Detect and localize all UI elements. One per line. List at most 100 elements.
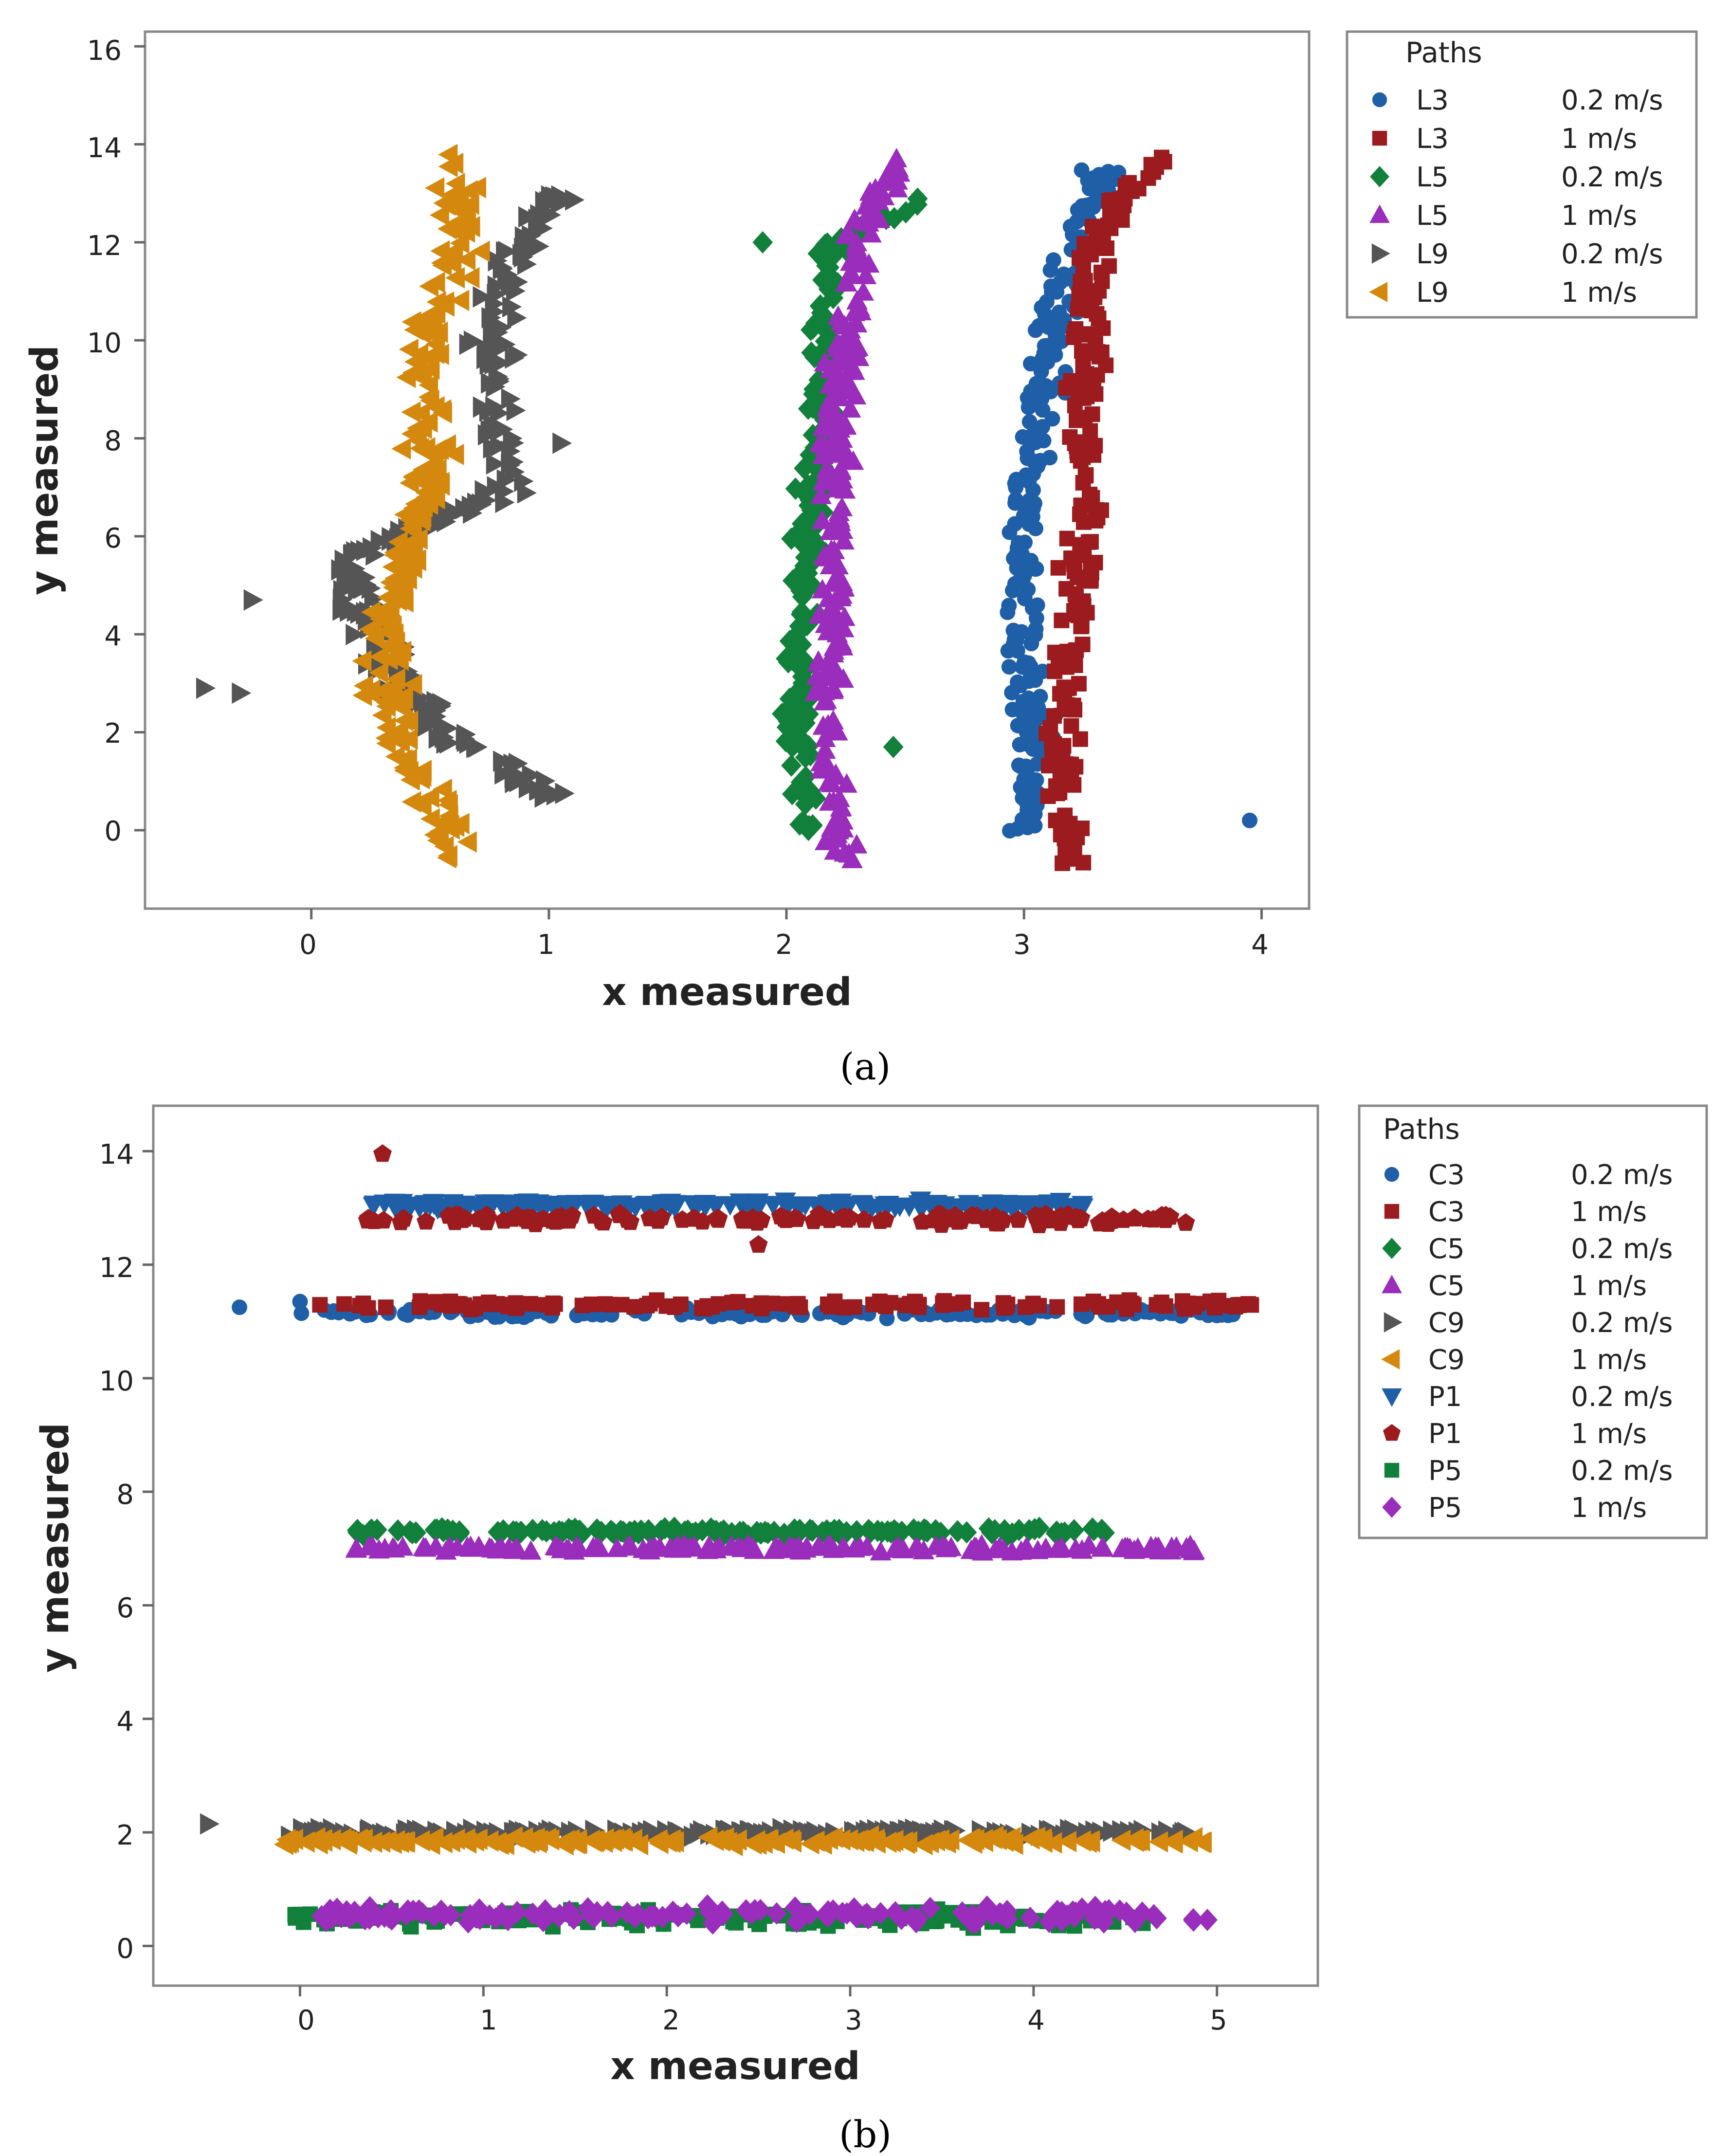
data-point xyxy=(842,264,863,284)
data-point xyxy=(408,792,428,814)
data-point xyxy=(509,770,529,792)
data-point xyxy=(649,1211,668,1229)
data-point xyxy=(402,1522,423,1545)
data-point xyxy=(494,480,514,502)
data-point xyxy=(1015,705,1031,721)
data-point xyxy=(856,206,877,226)
data-point xyxy=(336,569,356,591)
data-point xyxy=(781,754,802,777)
data-point xyxy=(335,557,355,578)
data-point xyxy=(886,147,908,167)
legend-marker xyxy=(1369,282,1388,302)
data-point xyxy=(866,1832,886,1854)
outlier-point xyxy=(552,432,572,454)
data-point xyxy=(392,555,412,577)
data-point xyxy=(730,1294,746,1310)
data-point xyxy=(811,510,833,530)
data-point xyxy=(1049,1299,1065,1315)
data-point xyxy=(288,1910,304,1926)
data-point xyxy=(1078,1535,1100,1554)
data-point xyxy=(507,307,527,329)
chart-panel-b: 0 1 2 3 4 5 0 2 4 6 8 10 12 14 x measure… xyxy=(34,1104,1708,2156)
data-point xyxy=(1127,1537,1149,1557)
data-point xyxy=(508,1295,524,1311)
data-point xyxy=(1157,1298,1173,1314)
data-point xyxy=(969,1197,991,1217)
legend-markers-b xyxy=(1381,1167,1403,1518)
data-point xyxy=(474,1210,493,1228)
data-point xyxy=(993,1198,1015,1218)
data-point xyxy=(606,1537,628,1557)
data-point xyxy=(1019,1519,1039,1542)
data-point xyxy=(1149,1540,1171,1560)
data-point xyxy=(814,691,836,711)
data-point xyxy=(602,1297,619,1313)
data-point xyxy=(696,1300,712,1316)
data-point xyxy=(380,608,400,630)
x-tick-label: 2 xyxy=(775,929,793,961)
data-point xyxy=(809,432,831,452)
data-point xyxy=(1156,1210,1175,1228)
data-point xyxy=(732,1195,754,1215)
data-point xyxy=(840,360,862,380)
y-tick-labels-a: 0 2 4 6 8 10 12 14 16 xyxy=(87,35,122,847)
data-point xyxy=(858,253,880,273)
legend-marker xyxy=(1382,1238,1402,1259)
data-point xyxy=(382,529,401,551)
data-point xyxy=(1121,175,1137,191)
data-point xyxy=(1011,757,1027,773)
data-point xyxy=(802,317,823,340)
data-point xyxy=(1012,737,1028,753)
data-point xyxy=(1030,427,1046,443)
outlier-point xyxy=(752,231,773,254)
data-point xyxy=(850,301,872,321)
data-point xyxy=(1057,1830,1077,1852)
data-point xyxy=(1046,1520,1067,1543)
data-point xyxy=(1100,1298,1116,1315)
data-point xyxy=(728,1915,744,1931)
data-point xyxy=(1045,252,1061,268)
data-point xyxy=(684,1208,703,1226)
data-point xyxy=(1052,274,1068,291)
data-point xyxy=(537,1827,557,1849)
data-point xyxy=(558,1538,580,1558)
legend-path-label: L5 xyxy=(1416,200,1449,232)
legend-marker xyxy=(1384,1462,1400,1478)
data-point xyxy=(822,643,844,662)
data-point xyxy=(1192,1831,1212,1853)
y-tick-label: 14 xyxy=(99,1139,134,1170)
data-point xyxy=(807,242,828,265)
data-point xyxy=(506,1520,527,1543)
y-tick-label: 12 xyxy=(87,230,122,262)
data-point xyxy=(602,1830,622,1852)
data-point xyxy=(396,366,416,388)
x-tick-label: 5 xyxy=(1210,2005,1227,2036)
legend-speed-label: 0.2 m/s xyxy=(1571,1307,1673,1339)
legend-path-label: P5 xyxy=(1428,1492,1462,1524)
legend-speed-label: 1 m/s xyxy=(1561,200,1637,232)
legend-a: Paths L3 0.2 m/s L3 1 m/s L5 0.2 m/s L5 … xyxy=(1346,30,1698,319)
legend-speed-label: 1 m/s xyxy=(1571,1418,1647,1450)
y-tick-label: 8 xyxy=(116,1479,134,1511)
data-point xyxy=(800,1518,820,1541)
data-point xyxy=(445,1212,464,1230)
data-point xyxy=(497,1909,518,1932)
data-point xyxy=(483,322,503,343)
y-tick-label: 6 xyxy=(116,1592,134,1624)
data-point xyxy=(441,184,461,205)
data-point xyxy=(1015,557,1031,573)
data-point xyxy=(833,1537,855,1557)
data-point xyxy=(1067,325,1083,341)
legend-path-label: L3 xyxy=(1416,123,1449,155)
data-point xyxy=(940,1829,960,1851)
data-point xyxy=(1146,1907,1167,1930)
data-point xyxy=(1089,306,1105,322)
data-point xyxy=(831,1829,851,1851)
data-point xyxy=(425,177,445,199)
data-point xyxy=(800,1833,820,1855)
data-point xyxy=(450,290,470,311)
data-point xyxy=(908,1907,929,1930)
data-point xyxy=(394,504,414,526)
data-point xyxy=(1020,820,1036,836)
data-point xyxy=(312,1297,328,1313)
